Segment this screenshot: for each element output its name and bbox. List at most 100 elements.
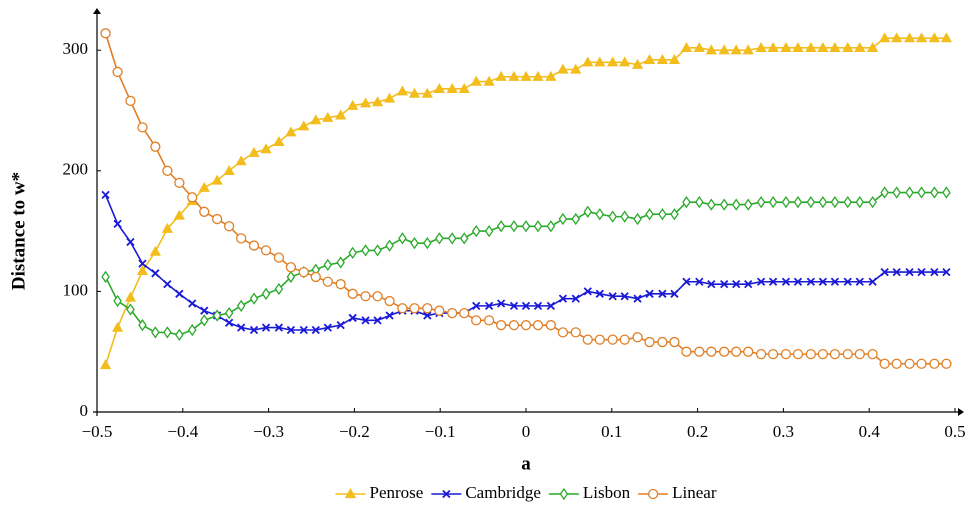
legend: Penrose Cambridge Lisbon Linear [335, 483, 717, 502]
marker [161, 222, 173, 233]
marker [806, 277, 815, 286]
marker [781, 196, 791, 209]
marker [695, 277, 704, 286]
y-tick-label: 0 [80, 401, 89, 420]
marker [212, 309, 222, 322]
marker [558, 212, 568, 226]
marker [720, 280, 729, 289]
x-tick-label: −0.5 [82, 422, 113, 441]
marker [483, 315, 495, 326]
marker [496, 299, 506, 308]
marker [855, 196, 865, 209]
marker [793, 277, 803, 286]
marker [509, 301, 519, 311]
x-tick-label: 0.5 [944, 422, 965, 441]
marker [829, 41, 841, 52]
marker [483, 75, 495, 86]
marker [286, 270, 296, 284]
x-tick-label: −0.1 [425, 422, 456, 441]
marker [298, 120, 310, 131]
marker [423, 311, 432, 320]
marker [583, 205, 593, 218]
marker [199, 206, 210, 217]
marker [868, 277, 877, 286]
legend-item: Linear [638, 483, 717, 502]
marker [706, 346, 717, 357]
marker [892, 267, 901, 277]
marker [384, 295, 395, 307]
marker [274, 323, 284, 332]
y-tick-label: 100 [63, 280, 89, 299]
marker [942, 267, 951, 277]
marker [608, 292, 617, 301]
marker [867, 41, 879, 52]
marker [718, 44, 730, 55]
marker [286, 325, 296, 335]
marker [619, 56, 631, 67]
marker [756, 196, 766, 209]
marker [903, 32, 916, 43]
marker [173, 209, 185, 220]
marker [125, 95, 136, 107]
marker [496, 220, 506, 233]
marker [830, 277, 840, 286]
marker [582, 56, 594, 67]
marker [670, 208, 679, 221]
marker [237, 323, 246, 332]
marker [224, 306, 234, 320]
marker [162, 165, 173, 176]
marker [695, 196, 704, 209]
marker [260, 245, 272, 256]
marker [150, 141, 161, 152]
marker [112, 66, 123, 78]
marker [433, 82, 445, 93]
marker [891, 358, 902, 369]
marker [248, 240, 260, 251]
marker [335, 279, 346, 290]
marker [620, 292, 629, 301]
marker [285, 126, 297, 137]
marker [620, 210, 629, 223]
marker [915, 32, 928, 43]
marker [101, 190, 110, 200]
marker [829, 348, 841, 360]
marker [211, 174, 223, 185]
y-axis-label: Distance to w* [8, 172, 29, 290]
marker [645, 289, 654, 298]
legend-item: Lisbon [548, 483, 631, 502]
marker [344, 488, 357, 499]
marker [917, 186, 926, 199]
marker [607, 56, 619, 67]
marker [533, 220, 543, 233]
marker [175, 328, 184, 341]
x-axis-label: a [521, 453, 531, 474]
marker [643, 54, 656, 65]
marker [385, 311, 394, 320]
marker [323, 258, 333, 272]
marker [608, 210, 617, 223]
marker [101, 270, 110, 284]
marker [136, 265, 149, 276]
legend-item: Cambridge [431, 483, 541, 502]
marker [223, 164, 235, 175]
marker [211, 213, 223, 225]
marker [792, 41, 804, 52]
marker [138, 319, 147, 332]
marker [670, 289, 679, 298]
marker [731, 198, 741, 211]
marker [361, 316, 370, 325]
x-tick-label: −0.2 [339, 422, 370, 441]
marker [311, 325, 320, 335]
marker [842, 348, 853, 360]
marker [200, 306, 209, 315]
marker [781, 277, 791, 286]
marker [521, 220, 531, 233]
x-tick-label: 0.3 [773, 422, 794, 441]
marker [360, 291, 371, 302]
marker [385, 239, 394, 252]
marker [767, 41, 779, 52]
marker [917, 267, 926, 277]
marker [732, 280, 741, 289]
marker [149, 245, 161, 256]
marker [880, 186, 889, 199]
